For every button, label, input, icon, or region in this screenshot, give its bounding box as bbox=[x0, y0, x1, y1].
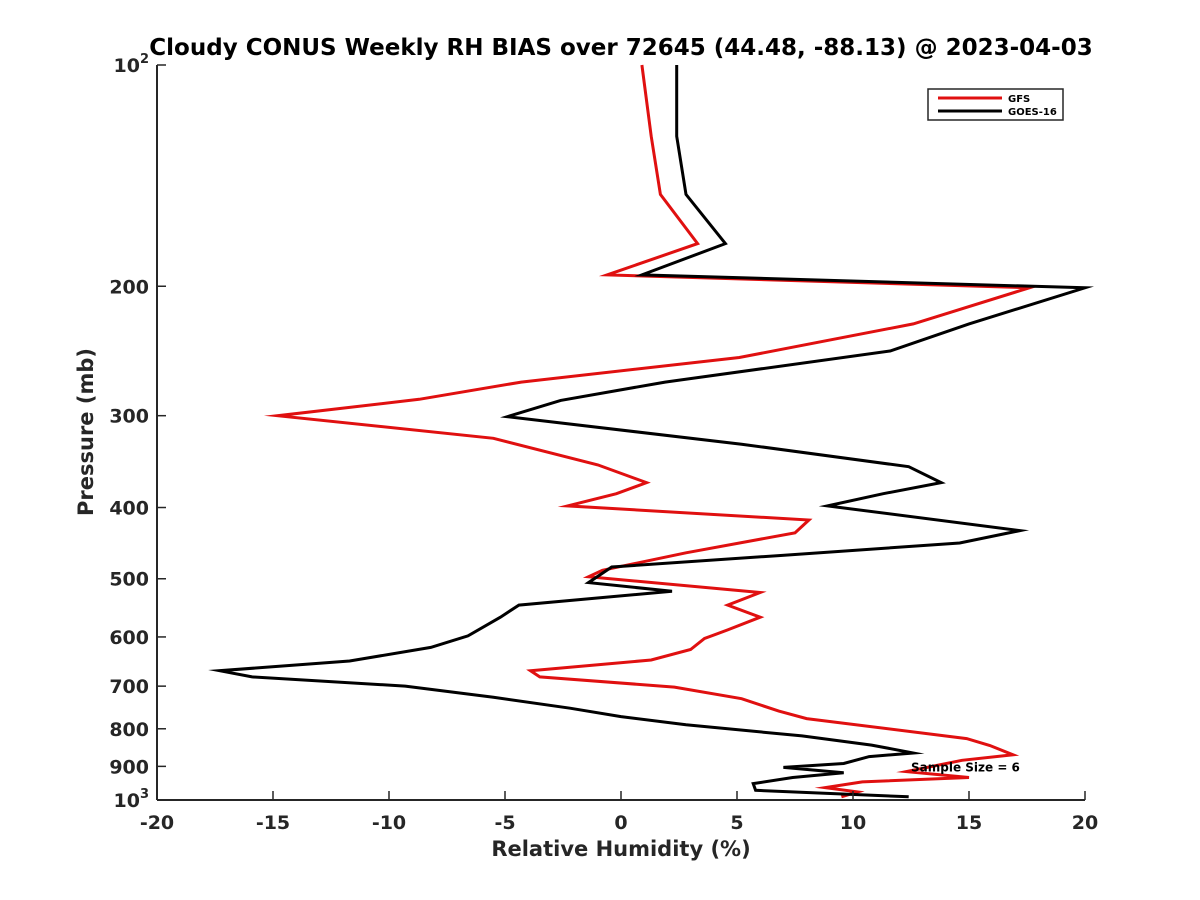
x-axis-title: Relative Humidity (%) bbox=[491, 837, 750, 861]
annotation-layer: Sample Size = 6 bbox=[911, 760, 1020, 774]
x-tick-label: 10 bbox=[840, 812, 866, 834]
x-tick-label: -5 bbox=[494, 812, 515, 834]
legend-box bbox=[927, 88, 1064, 121]
series-line-gfs bbox=[263, 64, 1039, 799]
legend-label-goes-16: GOES-16 bbox=[1008, 107, 1057, 118]
y-tick-label: 200 bbox=[109, 276, 149, 298]
x-tick-label: 5 bbox=[730, 812, 743, 834]
series-line-goes-16 bbox=[208, 65, 1095, 799]
x-tick-label: -20 bbox=[140, 812, 174, 834]
x-tick-label: -10 bbox=[372, 812, 406, 834]
chart-title: Cloudy CONUS Weekly RH BIAS over 72645 (… bbox=[149, 35, 1092, 61]
x-tick-label: 15 bbox=[956, 812, 982, 834]
series-layer bbox=[208, 64, 1095, 799]
x-tick-label: 20 bbox=[1072, 812, 1098, 834]
x-tick-label: -15 bbox=[256, 812, 290, 834]
y-tick-label: 300 bbox=[109, 406, 149, 428]
legend: GFS GOES-16 bbox=[927, 88, 1064, 121]
axes-layer: -20 -15 -10 -5 0 5 10 15 20 102 200 300 400 500 600 700… bbox=[109, 52, 1098, 834]
y-tick-label: 103 bbox=[114, 787, 150, 812]
y-tick-label: 800 bbox=[109, 719, 149, 741]
y-tick-label: 400 bbox=[109, 498, 149, 520]
legend-label-gfs: GFS bbox=[1008, 94, 1030, 105]
y-axis-title: Pressure (mb) bbox=[74, 348, 98, 516]
y-tick-label: 102 bbox=[114, 52, 150, 77]
y-tick-label: 600 bbox=[109, 627, 149, 649]
sample-size-annotation: Sample Size = 6 bbox=[911, 760, 1020, 774]
y-tick-label: 900 bbox=[109, 756, 149, 778]
y-tick-label: 700 bbox=[109, 676, 149, 698]
y-tick-label: 500 bbox=[109, 569, 149, 591]
x-tick-label: 0 bbox=[614, 812, 627, 834]
